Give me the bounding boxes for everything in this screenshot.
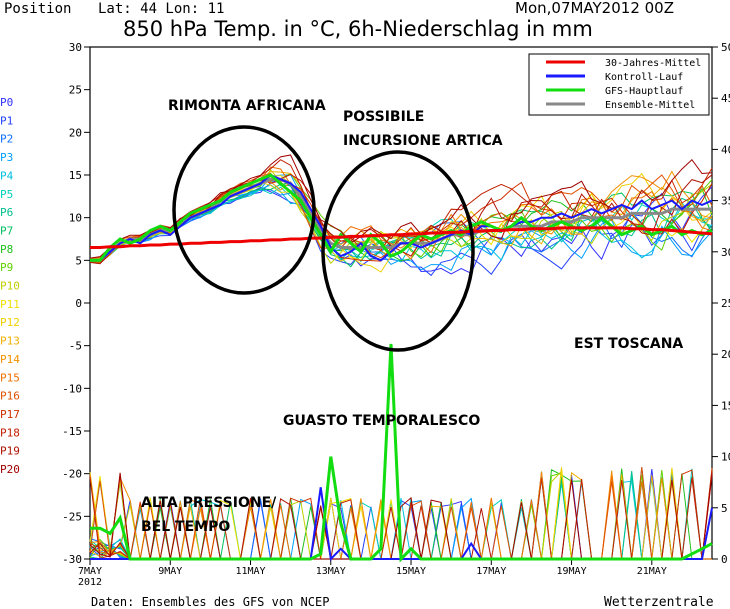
- x-tick-label: 9MAY: [158, 566, 182, 577]
- control-temp-line: [90, 173, 713, 262]
- data-source: Daten: Ensembles des GFS von NCEP: [91, 595, 329, 609]
- member-label: P1: [0, 114, 13, 127]
- y-right-tick-label: 50: [721, 41, 730, 54]
- plot-area: [89, 46, 713, 560]
- member-label: P10: [0, 280, 20, 293]
- member-label: P8: [0, 243, 13, 256]
- x-tick-label: 21MAY: [637, 566, 667, 577]
- member-label: P12: [0, 316, 20, 329]
- y-left-tick-label: 30: [69, 41, 82, 54]
- legend-climate: 30-Jahres-Mittel: [605, 58, 701, 69]
- x-tick-label: 2012: [78, 577, 102, 588]
- annotation-alta-1: ALTA PRESSIONE/: [141, 495, 277, 511]
- y-right-tick-label: 40: [721, 143, 730, 156]
- gfs-temp-line: [90, 173, 713, 262]
- member-label: P20: [0, 463, 20, 476]
- member-label: P2: [0, 133, 13, 146]
- lat-lon: Lat: 44 Lon: 11: [98, 1, 224, 17]
- y-right-tick-label: 35: [721, 195, 730, 208]
- member-temp-line: [89, 178, 713, 277]
- member-label: P4: [0, 169, 14, 182]
- member-label: P11: [0, 298, 20, 311]
- annotation-alta-2: BEL TEMPO: [141, 519, 230, 535]
- annotation-rimonta: RIMONTA AFRICANA: [168, 98, 326, 114]
- y-left-tick-label: 5: [75, 254, 82, 267]
- climate-mean-line: [90, 226, 713, 249]
- brand: Wetterzentrale: [604, 595, 714, 609]
- y-left-tick-label: -5: [69, 340, 82, 353]
- chart-title: 850 hPa Temp. in °C, 6h-Niederschlag in …: [123, 17, 593, 41]
- member-temp-line: [89, 184, 713, 263]
- legend-gfs: GFS-Hauptlauf: [605, 86, 683, 97]
- y-right-tick-label: 45: [721, 92, 730, 105]
- x-tick-label: 15MAY: [396, 566, 426, 577]
- annotation-est-toscana: EST TOSCANA: [574, 336, 683, 352]
- y-left-tick-label: 10: [69, 212, 82, 225]
- main-series: [90, 173, 713, 563]
- y-left-tick-label: -10: [62, 382, 82, 395]
- y-right-tick-label: 20: [721, 348, 730, 361]
- x-tick-label: 11MAY: [235, 566, 265, 577]
- x-tick-label: 17MAY: [476, 566, 506, 577]
- position-label: Position: [4, 1, 71, 17]
- member-label: P16: [0, 390, 20, 403]
- member-label: P14: [0, 353, 20, 366]
- member-label: P7: [0, 224, 13, 237]
- legend-mean: Ensemble-Mittel: [605, 100, 695, 111]
- annotation-circles: [172, 125, 475, 352]
- y-left-tick-label: 15: [69, 169, 82, 182]
- y-right-tick-label: 5: [721, 502, 728, 515]
- y-right-tick-label: 15: [721, 399, 730, 412]
- member-label: P13: [0, 335, 20, 348]
- annotation-guasto: GUASTO TEMPORALESCO: [283, 413, 480, 429]
- y-left-tick-label: 25: [69, 84, 82, 97]
- y-axis-left: 30 25 20 15 10 5 0 -5 -10 -15 -20 -25 -30: [62, 41, 90, 566]
- x-tick-label: 13MAY: [316, 566, 346, 577]
- y-right-tick-label: 10: [721, 451, 730, 464]
- y-left-tick-label: 0: [75, 297, 82, 310]
- y-left-tick-label: -30: [62, 553, 82, 566]
- run-time: Mon,07MAY2012 00Z: [515, 0, 674, 17]
- member-label: P5: [0, 188, 13, 201]
- member-label: P9: [0, 261, 13, 274]
- annotation-possibile: POSSIBILE: [343, 109, 424, 125]
- y-left-tick-label: -25: [62, 510, 82, 523]
- member-label: P18: [0, 426, 20, 439]
- legend: 30-Jahres-Mittel Kontroll-Lauf GFS-Haupt…: [528, 53, 710, 116]
- y-right-tick-label: 25: [721, 297, 730, 310]
- y-left-tick-label: -15: [62, 425, 82, 438]
- member-label: P3: [0, 151, 13, 164]
- y-right-tick-label: 30: [721, 246, 730, 259]
- member-label: P6: [0, 206, 13, 219]
- y-left-tick-label: 20: [69, 126, 82, 139]
- member-label: P15: [0, 371, 20, 384]
- member-label: P0: [0, 96, 13, 109]
- y-left-tick-label: -20: [62, 468, 82, 481]
- member-label: P19: [0, 445, 20, 458]
- legend-control: Kontroll-Lauf: [605, 72, 683, 83]
- y-axis-right: 50454035302520151050: [712, 41, 730, 566]
- circle-rimonta: [172, 125, 316, 295]
- x-tick-label: 19MAY: [556, 566, 586, 577]
- x-axis: 7MAY2012 9MAY 11MAY 13MAY 15MAY 17MAY 19MAY 21M…: [78, 559, 667, 588]
- gfs-precip-line: [90, 343, 713, 563]
- member-label: P17: [0, 408, 20, 421]
- x-tick-label: 7MAY: [78, 566, 102, 577]
- member-labels: P0 P1 P2 P3 P4 P5 P6 P7 P8 P9 P10 P11 P12 P13 P14 P15 P1…: [0, 96, 20, 476]
- y-right-tick-label: 0: [721, 553, 728, 566]
- annotation-incursione: INCURSIONE ARTICA: [343, 133, 503, 149]
- circle-incursione: [321, 150, 475, 352]
